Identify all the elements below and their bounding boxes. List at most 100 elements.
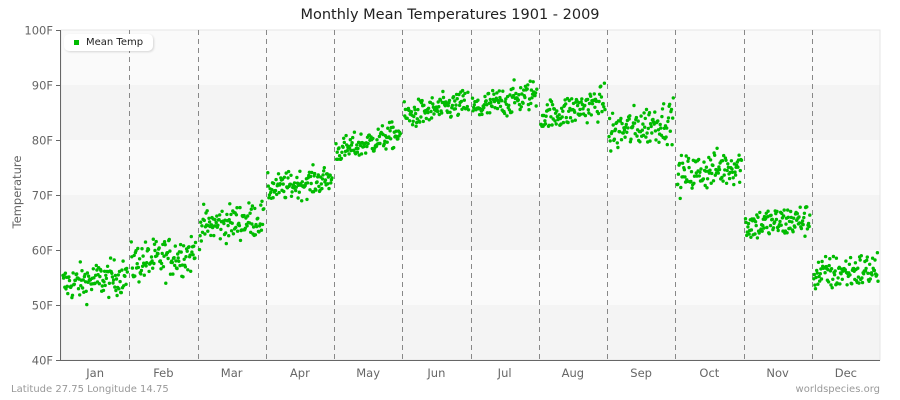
data-point	[137, 257, 142, 261]
data-point	[409, 110, 414, 114]
data-point	[720, 175, 724, 180]
data-point	[639, 114, 643, 118]
data-point	[355, 143, 359, 147]
data-point	[124, 282, 128, 286]
data-point	[81, 278, 85, 282]
data-point	[823, 254, 828, 259]
data-point	[317, 184, 321, 189]
data-point	[625, 130, 629, 134]
data-point	[597, 92, 602, 97]
data-point	[412, 114, 416, 119]
data-point	[448, 110, 452, 115]
data-point	[441, 89, 445, 94]
data-point	[385, 140, 389, 144]
data-point	[130, 266, 135, 270]
data-point	[454, 92, 459, 97]
data-point	[856, 275, 861, 279]
data-point	[89, 287, 94, 292]
data-point	[288, 182, 293, 186]
data-point	[600, 109, 604, 114]
data-point	[421, 119, 425, 124]
data-point	[322, 166, 326, 170]
data-point	[159, 267, 163, 271]
data-point	[601, 101, 605, 106]
data-point	[224, 241, 228, 246]
data-point	[792, 216, 796, 220]
grid-band	[61, 305, 880, 360]
data-point	[697, 157, 701, 162]
data-point	[670, 143, 674, 147]
data-point	[798, 205, 802, 209]
legend: Mean Temp	[64, 34, 154, 51]
data-point	[491, 88, 495, 93]
data-point	[520, 92, 524, 96]
data-point	[390, 120, 394, 124]
data-point	[749, 228, 754, 232]
data-point	[323, 178, 328, 182]
data-point	[683, 175, 687, 179]
data-point	[213, 218, 217, 222]
data-point	[671, 116, 675, 120]
data-point	[420, 98, 424, 103]
data-point	[641, 133, 646, 137]
data-point	[386, 126, 390, 130]
data-point	[872, 268, 877, 273]
data-point	[616, 145, 620, 150]
data-point	[226, 223, 230, 228]
data-point	[151, 237, 155, 241]
data-point	[679, 185, 683, 190]
data-point	[200, 230, 205, 234]
data-point	[701, 177, 706, 181]
data-point	[297, 190, 301, 194]
data-point	[266, 184, 270, 188]
data-point	[78, 293, 82, 297]
data-point	[876, 279, 880, 283]
data-point	[593, 105, 597, 110]
data-point	[176, 256, 180, 260]
data-point	[803, 234, 807, 238]
data-point	[229, 212, 233, 217]
data-point	[225, 212, 229, 217]
data-point	[613, 127, 618, 131]
data-point	[620, 121, 624, 126]
data-point	[187, 245, 191, 249]
data-point	[92, 276, 96, 280]
data-point	[843, 268, 847, 272]
data-point	[724, 181, 729, 185]
data-point	[857, 281, 861, 285]
data-point	[666, 119, 670, 124]
data-point	[564, 102, 568, 106]
grid-band	[61, 85, 880, 140]
data-point	[173, 244, 177, 248]
data-point	[823, 271, 827, 275]
data-point	[248, 211, 252, 215]
data-point	[410, 123, 415, 127]
data-point	[505, 114, 509, 118]
data-point	[619, 116, 623, 121]
data-point	[816, 282, 820, 286]
data-point	[689, 170, 694, 174]
data-point	[371, 136, 375, 141]
data-point	[72, 282, 77, 286]
data-point	[118, 279, 122, 284]
data-point	[586, 108, 590, 112]
data-point	[229, 229, 234, 233]
data-point	[247, 201, 251, 205]
data-point	[137, 280, 141, 284]
data-point	[157, 246, 161, 250]
data-point	[254, 224, 259, 229]
data-point	[533, 91, 538, 95]
data-point	[335, 150, 339, 154]
data-point	[85, 271, 90, 275]
data-point	[758, 210, 762, 215]
x-tick-label: Mar	[221, 366, 243, 380]
data-point	[599, 84, 603, 88]
data-point	[432, 112, 436, 116]
data-point	[505, 94, 510, 99]
data-point	[850, 282, 854, 286]
data-point	[182, 257, 186, 261]
data-point	[660, 107, 665, 111]
data-point	[237, 223, 242, 228]
data-point	[197, 247, 202, 252]
data-point	[230, 221, 234, 225]
